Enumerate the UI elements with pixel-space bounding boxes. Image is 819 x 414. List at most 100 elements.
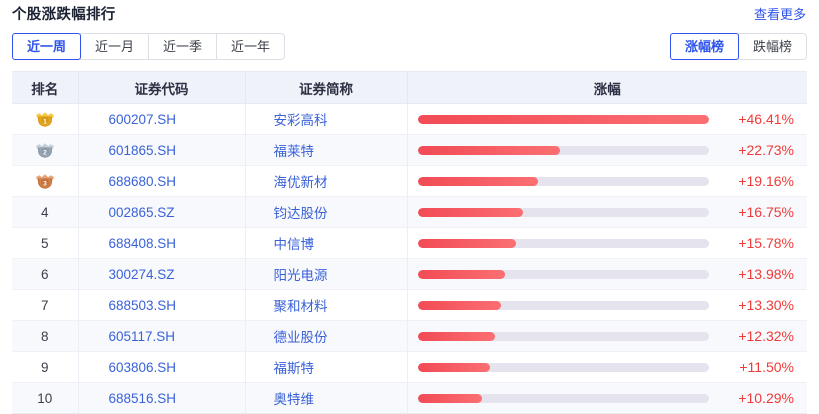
cell-security-name[interactable]: 中信博 [245,227,408,259]
table-header-row: 排名 证券代码 证券简称 涨幅 [12,71,807,104]
cell-security-name[interactable]: 钧达股份 [245,196,408,228]
cell-rank: 10 [12,382,79,414]
table-row[interactable]: 4 002865.SZ 钧达股份 +16.75% [12,196,807,228]
cell-security-name[interactable]: 聚和材料 [245,289,408,321]
cell-security-code[interactable]: 605117.SH [78,320,246,352]
svg-text:1: 1 [43,118,47,125]
period-tab-group: 近一周 近一月 近一季 近一年 [12,33,286,60]
cell-security-name[interactable]: 福莱特 [245,134,408,166]
cell-security-code[interactable]: 603806.SH [78,351,246,383]
gain-bar-fill [417,238,517,248]
cell-rank: 5 [12,227,79,259]
gain-value: +19.16% [738,173,794,189]
ranking-table: 排名 证券代码 证券简称 涨幅 1 600207.SH 安彩高科 +46.41% 2 60… [12,71,807,414]
gain-bar-fill [417,393,482,403]
cell-rank: 3 [12,165,79,197]
period-tab-2[interactable]: 近一月 [80,33,150,60]
direction-tab-1[interactable]: 涨幅榜 [669,33,739,60]
cell-security-code[interactable]: 300274.SZ [78,258,246,290]
gain-bar-fill [417,300,501,310]
gain-value: +22.73% [738,142,794,158]
table-row[interactable]: 1 600207.SH 安彩高科 +46.41% [12,103,807,135]
cell-rank: 2 [12,134,79,166]
gain-bar-fill [417,114,709,124]
table-row[interactable]: 9 603806.SH 福斯特 +11.50% [12,351,807,383]
cell-security-code[interactable]: 688516.SH [78,382,246,414]
medal-gold-icon: 1 [34,109,56,129]
column-header-code: 证券代码 [78,71,246,104]
cell-security-code[interactable]: 002865.SZ [78,196,246,228]
gain-bar-track [417,331,709,341]
table-row[interactable]: 3 688680.SH 海优新材 +19.16% [12,165,807,197]
cell-gain: +12.32% [407,320,807,352]
cell-gain: +19.16% [407,165,807,197]
cell-gain: +15.78% [407,227,807,259]
gain-value: +13.30% [738,297,794,313]
svg-text:3: 3 [43,180,47,187]
cell-security-name[interactable]: 安彩高科 [245,103,408,135]
cell-security-name[interactable]: 海优新材 [245,165,408,197]
cell-gain: +22.73% [407,134,807,166]
svg-text:2: 2 [43,149,47,156]
gain-bar-track [417,238,709,248]
gain-bar-track [417,207,709,217]
cell-gain: +16.75% [407,196,807,228]
table-row[interactable]: 5 688408.SH 中信博 +15.78% [12,227,807,259]
gain-bar-track [417,393,709,403]
controls-row: 近一周 近一月 近一季 近一年 涨幅榜 跌幅榜 [0,33,819,65]
period-tab-1[interactable]: 近一周 [12,33,82,60]
cell-security-name[interactable]: 福斯特 [245,351,408,383]
panel-header: 个股涨跌幅排行 查看更多 [0,0,819,30]
column-header-gain: 涨幅 [407,71,807,104]
column-header-name: 证券简称 [245,71,408,104]
gain-bar-track [417,269,709,279]
cell-gain: +13.98% [407,258,807,290]
cell-security-name[interactable]: 奥特维 [245,382,408,414]
gain-bar-track [417,114,709,124]
gain-bar-fill [417,145,561,155]
gain-value: +11.50% [739,359,794,375]
cell-rank: 6 [12,258,79,290]
gain-bar-fill [417,362,490,372]
gain-value: +10.29% [738,390,794,406]
gain-bar-track [417,176,709,186]
gain-bar-fill [417,269,506,279]
period-tab-4[interactable]: 近一年 [216,33,286,60]
direction-tab-2[interactable]: 跌幅榜 [737,33,807,60]
cell-gain: +10.29% [407,382,807,414]
period-tab-3[interactable]: 近一季 [148,33,218,60]
cell-security-name[interactable]: 德业股份 [245,320,408,352]
table-row[interactable]: 7 688503.SH 聚和材料 +13.30% [12,289,807,321]
cell-security-code[interactable]: 600207.SH [78,103,246,135]
direction-tab-group: 涨幅榜 跌幅榜 [669,33,807,60]
table-row[interactable]: 2 601865.SH 福莱特 +22.73% [12,134,807,166]
table-row[interactable]: 10 688516.SH 奥特维 +10.29% [12,382,807,414]
gain-bar-fill [417,176,538,186]
gain-bar-track [417,300,709,310]
gain-bar-track [417,362,709,372]
gain-value: +15.78% [738,235,794,251]
cell-security-code[interactable]: 601865.SH [78,134,246,166]
cell-gain: +11.50% [407,351,807,383]
gain-value: +46.41% [738,111,794,127]
page-title: 个股涨跌幅排行 [12,7,116,23]
gain-bar-track [417,145,709,155]
cell-rank: 7 [12,289,79,321]
view-more-link[interactable]: 查看更多 [753,7,806,22]
gain-value: +12.32% [738,328,794,344]
gain-value: +13.98% [738,266,794,282]
table-row[interactable]: 6 300274.SZ 阳光电源 +13.98% [12,258,807,290]
cell-security-name[interactable]: 阳光电源 [245,258,408,290]
gain-value: +16.75% [738,204,794,220]
cell-security-code[interactable]: 688680.SH [78,165,246,197]
cell-rank: 8 [12,320,79,352]
table-row[interactable]: 8 605117.SH 德业股份 +12.32% [12,320,807,352]
cell-rank: 4 [12,196,79,228]
column-header-rank: 排名 [12,71,79,104]
gain-bar-fill [417,207,523,217]
cell-security-code[interactable]: 688408.SH [78,227,246,259]
cell-security-code[interactable]: 688503.SH [78,289,246,321]
cell-rank: 1 [12,103,79,135]
medal-bronze-icon: 3 [34,171,56,191]
